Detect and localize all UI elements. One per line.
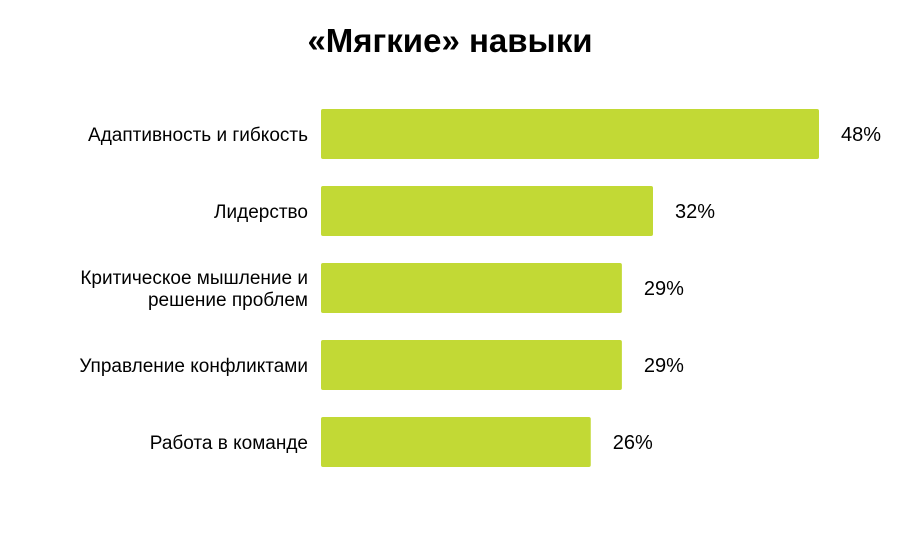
bar bbox=[321, 186, 653, 236]
value-label: 29% bbox=[644, 355, 684, 377]
category-label-line: Лидерство bbox=[214, 202, 308, 223]
bar bbox=[321, 263, 622, 313]
value-label: 29% bbox=[644, 278, 684, 300]
chart-title: «Мягкие» навыки bbox=[307, 22, 593, 59]
value-labels-layer: 48% 32% 29% 29% 26% bbox=[613, 124, 881, 454]
value-label: 32% bbox=[675, 201, 715, 223]
category-labels-layer: Адаптивность и гибкость Лидерство Критичес… bbox=[79, 125, 308, 454]
category-label: Критическое мышление и решение проблем bbox=[80, 268, 308, 311]
bar bbox=[321, 109, 819, 159]
category-label-line: Работа в команде bbox=[150, 433, 308, 454]
value-label: 48% bbox=[841, 124, 881, 146]
category-label-line: решение проблем bbox=[148, 290, 308, 311]
category-label: Лидерство bbox=[214, 202, 308, 223]
category-label: Управление конфликтами bbox=[79, 356, 308, 377]
bar bbox=[321, 340, 622, 390]
category-label-line: Критическое мышление и bbox=[80, 268, 308, 289]
category-label-line: Управление конфликтами bbox=[79, 356, 308, 377]
category-label-line: Адаптивность и гибкость bbox=[88, 125, 308, 146]
bars-layer bbox=[321, 109, 819, 467]
value-label: 26% bbox=[613, 432, 653, 454]
bar bbox=[321, 417, 591, 467]
category-label: Работа в команде bbox=[150, 433, 308, 454]
category-label: Адаптивность и гибкость bbox=[88, 125, 308, 146]
